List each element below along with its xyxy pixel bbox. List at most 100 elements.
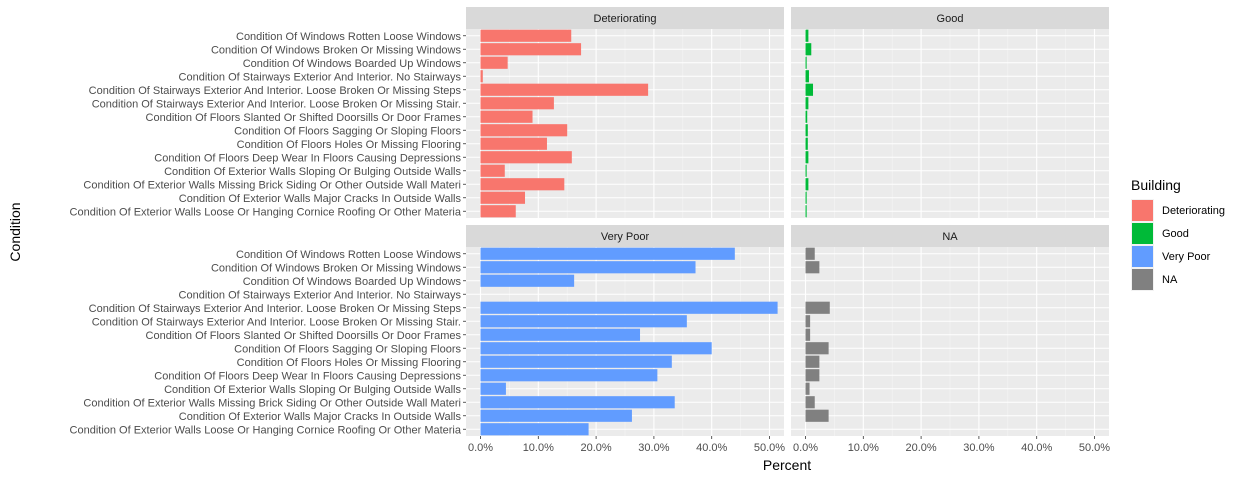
- y-tick-label: Condition Of Windows Rotten Loose Window…: [236, 249, 461, 261]
- legend-swatch: [1132, 246, 1153, 267]
- facet-good: Good: [791, 7, 1109, 218]
- bar-very-poor-9: [480, 369, 658, 382]
- y-tick-label: Condition Of Stairways Exterior And Inte…: [92, 98, 461, 110]
- legend-label: Very Poor: [1162, 251, 1211, 263]
- x-tick-label: 40.0%: [696, 442, 727, 454]
- bar-good-7: [805, 124, 808, 137]
- y-tick-label: Condition Of Windows Boarded Up Windows: [243, 58, 462, 70]
- y-tick-label: Condition Of Exterior Walls Loose Or Han…: [70, 206, 462, 218]
- facet-strip: [791, 225, 1109, 247]
- bar-very-poor-1: [480, 261, 696, 274]
- y-tick-label: Condition Of Windows Boarded Up Windows: [243, 276, 462, 288]
- bar-very-poor-0: [480, 247, 735, 260]
- x-tick-label: 50.0%: [1079, 442, 1110, 454]
- y-tick-label: Condition Of Exterior Walls Loose Or Han…: [70, 424, 462, 436]
- y-tick-label: Condition Of Floors Deep Wear In Floors …: [154, 370, 461, 382]
- y-tick-label: Condition Of Stairways Exterior And Inte…: [179, 71, 462, 83]
- bar-na-4: [805, 301, 830, 314]
- bar-deteriorating-5: [480, 97, 554, 110]
- x-tick-label: 10.0%: [848, 442, 879, 454]
- y-tick-label: Condition Of Floors Sagging Or Sloping F…: [234, 125, 461, 137]
- x-tick-label: 40.0%: [1021, 442, 1052, 454]
- y-tick-label: Condition Of Stairways Exterior And Inte…: [89, 303, 462, 315]
- x-tick-label: 50.0%: [754, 442, 785, 454]
- bar-na-11: [805, 396, 815, 409]
- bar-na-10: [805, 382, 810, 395]
- bar-deteriorating-7: [480, 124, 568, 137]
- y-tick-label: Condition Of Exterior Walls Major Cracks…: [179, 193, 462, 205]
- bar-deteriorating-4: [480, 83, 649, 96]
- facet-strip: [791, 7, 1109, 29]
- facet-strip-label: NA: [942, 231, 958, 243]
- bar-good-9: [805, 151, 809, 164]
- bar-good-0: [805, 29, 809, 42]
- y-tick-label: Condition Of Floors Slanted Or Shifted D…: [146, 112, 462, 124]
- facet-strip-label: Very Poor: [601, 231, 650, 243]
- legend-swatch: [1132, 223, 1153, 244]
- bar-good-5: [805, 97, 809, 110]
- y-tick-label: Condition Of Exterior Walls Missing Bric…: [83, 179, 461, 191]
- y-axis-title: Condition: [7, 202, 23, 261]
- bar-very-poor-8: [480, 355, 672, 368]
- facet-deteriorating: Deteriorating Condition Of Windows Rotten…: [70, 7, 784, 218]
- bar-deteriorating-11: [480, 178, 565, 191]
- bar-good-11: [805, 178, 809, 191]
- legend-swatch: [1132, 200, 1153, 221]
- bar-good-13: [805, 205, 807, 218]
- bar-deteriorating-9: [480, 151, 572, 164]
- y-tick-label: Condition Of Exterior Walls Sloping Or B…: [164, 166, 461, 178]
- bar-very-poor-2: [480, 274, 575, 287]
- y-tick-label: Condition Of Windows Broken Or Missing W…: [211, 262, 462, 274]
- bar-deteriorating-6: [480, 110, 533, 123]
- legend: Building Deteriorating Good Very Poor NA: [1131, 177, 1225, 291]
- bar-good-10: [805, 164, 807, 177]
- y-tick-label: Condition Of Floors Holes Or Missing Flo…: [237, 139, 461, 151]
- legend-label: Good: [1162, 228, 1189, 240]
- x-axis-title: Percent: [763, 457, 811, 473]
- facet-strip: [466, 225, 784, 247]
- legend-label: Deteriorating: [1162, 205, 1225, 217]
- bar-na-12: [805, 409, 829, 422]
- bar-good-12: [805, 191, 807, 204]
- y-tick-label: Condition Of Exterior Walls Missing Bric…: [83, 397, 461, 409]
- facet-very-poor: Very Poor Condition Of Windows Rotten Loo…: [70, 225, 785, 454]
- bar-very-poor-13: [480, 423, 589, 436]
- x-tick-label: 0.0%: [468, 442, 493, 454]
- legend-swatch: [1132, 269, 1153, 290]
- facet-strip-label: Good: [937, 13, 964, 25]
- bar-very-poor-6: [480, 328, 641, 341]
- bar-na-9: [805, 369, 820, 382]
- y-tick-label: Condition Of Exterior Walls Major Cracks…: [179, 411, 462, 423]
- x-tick-label: 0.0%: [793, 442, 818, 454]
- y-tick-label: Condition Of Floors Deep Wear In Floors …: [154, 152, 461, 164]
- bar-na-5: [805, 315, 811, 328]
- y-tick-label: Condition Of Exterior Walls Sloping Or B…: [164, 384, 461, 396]
- bar-good-4: [805, 83, 814, 96]
- bar-na-8: [805, 355, 820, 368]
- bar-very-poor-7: [480, 342, 712, 355]
- facet-strip: [466, 7, 784, 29]
- bar-deteriorating-0: [480, 29, 572, 42]
- x-tick-label: 30.0%: [638, 442, 669, 454]
- bar-good-2: [805, 56, 807, 69]
- bar-na-7: [805, 342, 829, 355]
- bar-na-1: [805, 261, 820, 274]
- bar-deteriorating-10: [480, 164, 505, 177]
- bar-deteriorating-3: [480, 70, 483, 83]
- bar-deteriorating-1: [480, 43, 582, 56]
- bar-very-poor-10: [480, 382, 506, 395]
- x-tick-label: 20.0%: [905, 442, 936, 454]
- y-tick-label: Condition Of Floors Slanted Or Shifted D…: [146, 330, 462, 342]
- bar-very-poor-5: [480, 315, 687, 328]
- x-tick-label: 30.0%: [963, 442, 994, 454]
- bar-very-poor-12: [480, 409, 632, 422]
- x-tick-label: 10.0%: [523, 442, 554, 454]
- x-tick-label: 20.0%: [580, 442, 611, 454]
- bar-deteriorating-8: [480, 137, 547, 150]
- bar-very-poor-4: [480, 301, 778, 314]
- bar-deteriorating-12: [480, 191, 526, 204]
- bar-good-6: [805, 110, 808, 123]
- y-tick-label: Condition Of Windows Rotten Loose Window…: [236, 31, 461, 43]
- bar-deteriorating-2: [480, 56, 508, 69]
